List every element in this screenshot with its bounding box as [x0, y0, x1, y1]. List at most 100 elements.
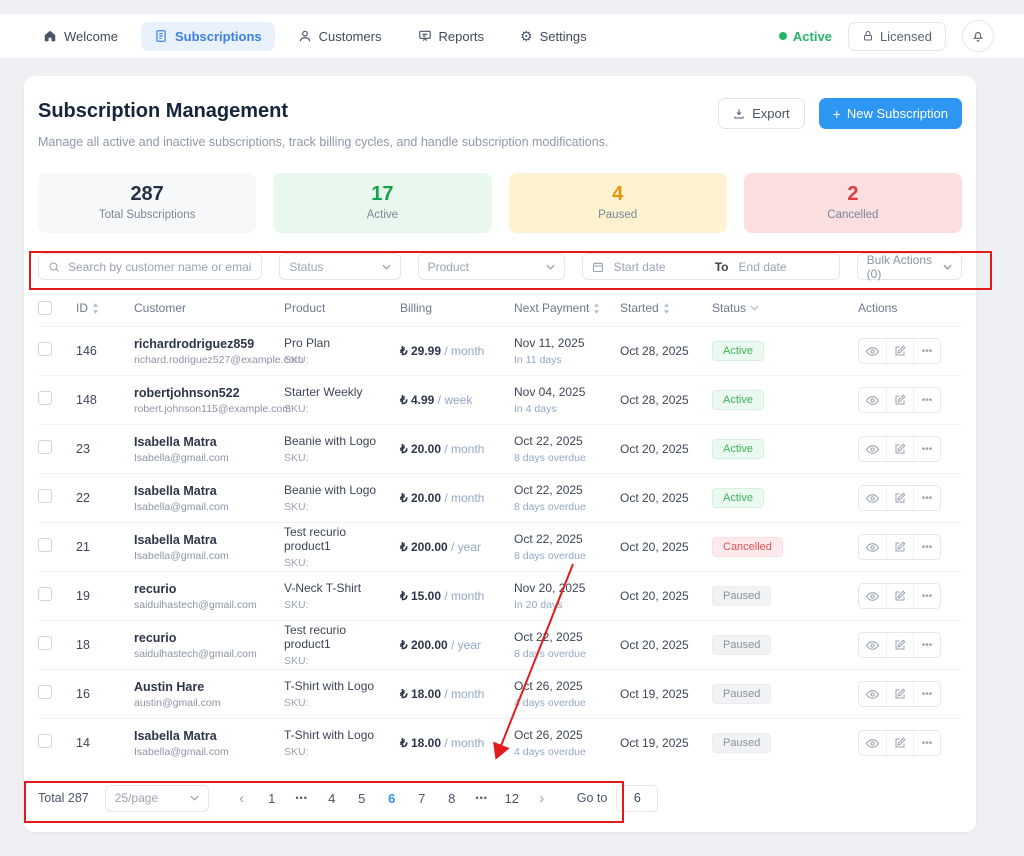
row-checkbox[interactable]	[38, 488, 52, 503]
more-actions-button[interactable]: •••	[913, 535, 940, 559]
view-button[interactable]	[859, 633, 886, 657]
row-checkbox[interactable]	[38, 341, 52, 356]
edit-button[interactable]	[886, 682, 913, 706]
cell-next-payment: Oct 22, 2025 8 days overdue	[514, 532, 620, 562]
goto-page-input[interactable]	[616, 784, 659, 812]
sort-icon[interactable]	[663, 302, 670, 314]
row-checkbox[interactable]	[38, 439, 52, 454]
customer-name[interactable]: Isabella Matra	[134, 532, 217, 547]
start-date-placeholder[interactable]: Start date	[613, 259, 666, 274]
edit-button[interactable]	[886, 584, 913, 608]
column-header-status[interactable]: Status	[712, 301, 832, 315]
view-button[interactable]	[859, 682, 886, 706]
customer-name[interactable]: recurio	[134, 630, 177, 645]
prev-page-button[interactable]: ‹	[239, 789, 245, 807]
edit-button[interactable]	[886, 486, 913, 510]
view-button[interactable]	[859, 437, 886, 461]
next-payment-note: 8 days overdue	[514, 550, 586, 562]
date-range-picker[interactable]: Start date To End date	[581, 253, 840, 280]
page-number-button[interactable]: 5	[358, 790, 366, 806]
nav-item-settings[interactable]: ⚙ Settings	[507, 22, 600, 51]
export-button[interactable]: Export	[718, 98, 805, 129]
next-page-button[interactable]: ›	[539, 789, 545, 807]
column-header-actions: Actions	[858, 301, 898, 315]
new-subscription-button[interactable]: + New Subscription	[818, 98, 962, 129]
page-size-select[interactable]: 25/page	[104, 784, 209, 812]
customer-name[interactable]: robertjohnson522	[134, 385, 240, 400]
chevron-down-icon[interactable]	[750, 305, 759, 311]
edit-button[interactable]	[886, 731, 913, 755]
product-sku: SKU:	[284, 697, 309, 709]
row-checkbox[interactable]	[38, 733, 52, 748]
table-row: 23 Isabella Matra Isabella@gmail.com Beanie…	[38, 424, 962, 473]
more-actions-button[interactable]: •••	[913, 731, 940, 755]
nav-item-subscriptions[interactable]: Subscriptions	[140, 21, 275, 51]
view-button[interactable]	[859, 486, 886, 510]
page-jump-dots[interactable]: •••	[475, 793, 488, 803]
cell-next-payment: Nov 11, 2025 In 11 days	[514, 336, 620, 366]
select-all-checkbox[interactable]	[38, 301, 52, 315]
customer-name[interactable]: Isabella Matra	[134, 728, 217, 743]
nav-item-customers[interactable]: Customers	[285, 22, 395, 51]
cell-status: Active	[712, 439, 832, 459]
row-checkbox[interactable]	[38, 635, 52, 650]
column-header-next-payment[interactable]: Next Payment	[514, 301, 620, 315]
row-checkbox[interactable]	[38, 684, 52, 699]
view-button[interactable]	[859, 731, 886, 755]
sort-icon[interactable]	[593, 302, 600, 314]
more-actions-button[interactable]: •••	[913, 682, 940, 706]
page-number-button[interactable]: 12	[504, 790, 519, 806]
more-actions-button[interactable]: •••	[913, 388, 940, 412]
customer-name[interactable]: Isabella Matra	[134, 434, 217, 449]
export-label: Export	[752, 106, 790, 121]
column-header-id[interactable]: ID	[76, 301, 134, 315]
view-button[interactable]	[859, 535, 886, 559]
status-filter-select[interactable]: Status	[279, 253, 401, 280]
customer-name[interactable]: richardrodriguez859	[134, 336, 255, 351]
customer-name[interactable]: Austin Hare	[134, 679, 205, 694]
cell-actions: •••	[832, 485, 962, 511]
view-button[interactable]	[859, 584, 886, 608]
page-number-button[interactable]: 8	[448, 790, 456, 806]
cell-customer: Isabella Matra Isabella@gmail.com	[134, 484, 284, 513]
edit-button[interactable]	[886, 388, 913, 412]
view-button[interactable]	[859, 388, 886, 412]
billing-amount: ₺ 20.00 / month	[400, 491, 485, 505]
page-subtitle: Manage all active and inactive subscript…	[38, 135, 609, 149]
pagination-total: Total 287	[38, 791, 89, 805]
panel-header: Subscription Management Manage all activ…	[38, 90, 962, 151]
customer-name[interactable]: Isabella Matra	[134, 483, 217, 498]
edit-button[interactable]	[886, 437, 913, 461]
customer-name[interactable]: recurio	[134, 581, 177, 596]
notifications-button[interactable]	[962, 20, 994, 52]
search-input[interactable]	[68, 259, 253, 274]
more-actions-button[interactable]: •••	[913, 437, 940, 461]
end-date-placeholder[interactable]: End date	[738, 259, 787, 274]
edit-button[interactable]	[886, 633, 913, 657]
more-actions-button[interactable]: •••	[913, 633, 940, 657]
more-actions-button[interactable]: •••	[913, 584, 940, 608]
product-filter-select[interactable]: Product	[417, 253, 565, 280]
bulk-actions-select[interactable]: Bulk Actions (0)	[856, 253, 962, 281]
page-number-button[interactable]: 6	[388, 790, 396, 806]
customer-email: Isabella@gmail.com	[134, 451, 229, 464]
more-actions-button[interactable]: •••	[913, 339, 940, 363]
nav-item-reports[interactable]: Reports	[405, 22, 498, 51]
licensed-button[interactable]: Licensed	[847, 21, 946, 51]
sort-icon[interactable]	[92, 302, 99, 314]
page-number-button[interactable]: 7	[418, 790, 426, 806]
column-header-started[interactable]: Started	[620, 301, 712, 315]
more-actions-button[interactable]: •••	[913, 486, 940, 510]
edit-button[interactable]	[886, 339, 913, 363]
row-checkbox[interactable]	[38, 537, 52, 552]
page-jump-dots[interactable]: •••	[295, 793, 308, 803]
next-payment-date: Oct 22, 2025	[514, 483, 583, 497]
nav-item-welcome[interactable]: Welcome	[30, 22, 131, 51]
view-button[interactable]	[859, 339, 886, 363]
edit-button[interactable]	[886, 535, 913, 559]
page-number-button[interactable]: 4	[328, 790, 336, 806]
page-number-button[interactable]: 1	[268, 790, 276, 806]
row-checkbox[interactable]	[38, 390, 52, 405]
cell-product: Test recurio product1 SKU:	[284, 623, 400, 667]
row-checkbox[interactable]	[38, 586, 52, 601]
